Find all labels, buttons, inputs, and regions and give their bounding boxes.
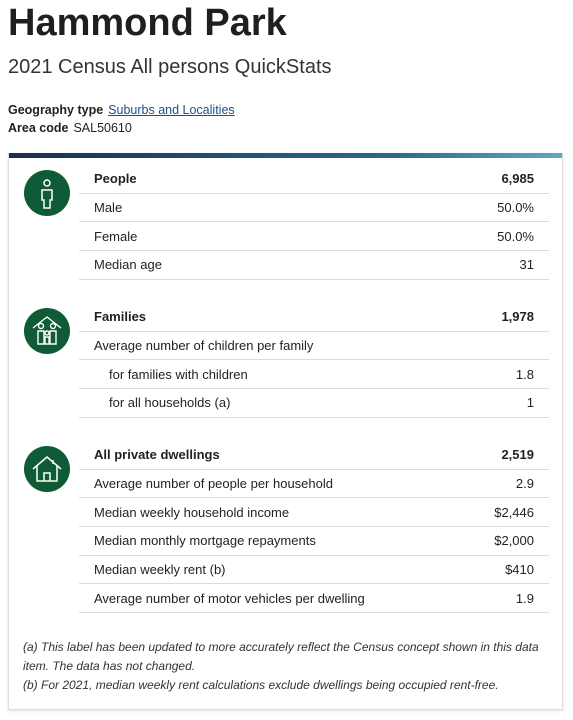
row-label: Female [94,228,138,244]
area: Area code SAL50610 [8,121,132,135]
row: Median age 31 [79,251,549,280]
row-heading: People 6,985 [79,165,549,194]
row-value: 1.8 [515,366,534,382]
row: Median weekly household income $2,446 [79,498,549,528]
value: SAL50610 [73,121,132,135]
row-label: Average number of people per household [94,476,333,492]
section: People 6,985 Male 50.0% Female 50.0% Median ag… [79,165,549,280]
row-label: Median monthly mortgage repayments [94,533,316,549]
heading: People [94,171,137,187]
heading: Families [94,309,147,325]
row: Female 50.0% [79,222,549,252]
row-label: for all households (a) [109,395,231,411]
label: Area code [8,121,69,135]
row-value: 50.0% [497,228,534,244]
label: Geography type [8,103,104,117]
row: Average number of motor vehicles per dwe… [79,584,549,614]
row-value: 1 [526,395,534,411]
row-label: for families with children [109,366,248,382]
row-heading: Families 1,978 [79,303,549,332]
footnote: (a) This label has been updated to more … [23,640,539,673]
dwellings-icon [24,446,70,492]
footnote: (b) For 2021, median weekly rent calcula… [23,678,499,692]
row-label: Median weekly household income [94,504,290,520]
row: Median weekly rent (b) $410 [79,556,549,585]
row-value: 50.0% [497,200,534,216]
row-value: $2,000 [494,533,534,549]
card-bar [9,153,562,158]
row-value: $410 [505,562,534,578]
row-label: Median weekly rent (b) [94,562,226,578]
row-label: Median age [94,257,162,273]
row-label: Average number of children per family [94,338,314,354]
footnotes: (a) This label has been updated to more … [23,638,543,695]
row-value: 1.9 [515,590,534,606]
row-value: 31 [519,257,534,273]
subtitle: 2021 Census All persons QuickStats [8,56,332,78]
row-label: Male [94,200,123,216]
families-icon [24,308,70,354]
section: All private dwellings 2,519 Average number… [79,441,549,614]
row-value: 2.9 [515,476,534,492]
row: Average number of children per family [79,332,549,361]
row: for families with children 1.8 [79,360,549,390]
row-label: Average number of motor vehicles per dwe… [94,590,365,606]
row-value: $2,446 [494,504,534,520]
people-icon [24,170,70,216]
row: Average number of people per household 2.… [79,470,549,499]
heading-value: 2,519 [501,447,534,463]
heading-value: 1,978 [501,309,534,325]
row: Male 50.0% [79,194,549,223]
title: Hammond Park [8,2,287,44]
heading-value: 6,985 [501,171,534,187]
card: People 6,985 Male 50.0% Female 50.0% Median ag… [8,153,563,710]
section: Families 1,978 Average number of children … [79,303,549,418]
heading: All private dwellings [94,447,220,463]
row-heading: All private dwellings 2,519 [79,441,549,470]
link[interactable]: Suburbs and Localities [108,103,235,117]
row: Median monthly mortgage repayments $2,000 [79,527,549,556]
row: for all households (a) 1 [79,389,549,418]
geography: Geography type Suburbs and Localities [8,103,235,117]
